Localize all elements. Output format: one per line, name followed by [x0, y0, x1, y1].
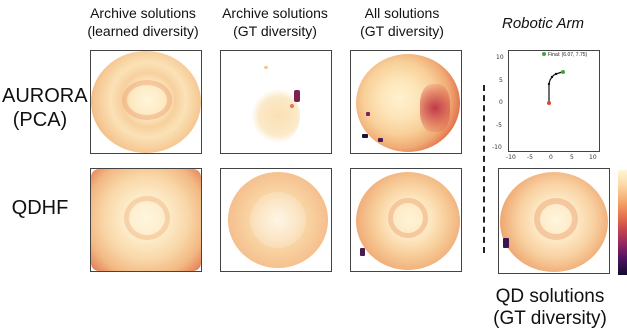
- column-title-line2: (GT diversity): [360, 23, 444, 39]
- x-tick: -10: [506, 154, 516, 161]
- heatmap-qdhf-all-gt: [342, 168, 462, 278]
- arm-joint: [550, 75, 554, 79]
- qd-solutions-caption: QD solutions (GT diversity): [492, 286, 608, 330]
- separator-dashed-line: [483, 85, 485, 253]
- arm-base: [547, 101, 551, 105]
- x-tick: -5: [527, 154, 533, 161]
- column-title-line2: (GT diversity): [233, 23, 317, 39]
- heatmap-qd-solutions: [490, 168, 610, 280]
- arm-joint: [547, 82, 551, 86]
- heatmap-qdhf-learned: [82, 168, 202, 278]
- legend-marker-icon: [542, 52, 546, 56]
- robotic-arm-title: Robotic Arm: [502, 15, 584, 32]
- scatter-aurora-archive-gt: [212, 50, 332, 160]
- qd-caption-line1: QD solutions: [495, 286, 605, 307]
- colorbar: [618, 170, 627, 275]
- y-tick: 0: [499, 99, 503, 106]
- x-tick: 10: [589, 154, 597, 161]
- row-label-qdhf: QDHF: [2, 196, 78, 220]
- row-label-aurora: AURORA (PCA): [2, 84, 88, 132]
- qd-caption-line2: (GT diversity): [493, 308, 607, 329]
- heatmap-aurora-all-gt: [342, 50, 462, 160]
- legend-label: Final: (6.07, 7.75): [548, 52, 588, 58]
- heatmap-aurora-learned: [82, 50, 202, 160]
- scatter-qdhf-archive-gt: [212, 168, 332, 278]
- row-label-line1: QDHF: [11, 197, 69, 219]
- column-title-line2: (learned diversity): [87, 23, 199, 39]
- arm-joint: [554, 72, 558, 76]
- column-title-archive-gt: Archive solutions (GT diversity): [212, 4, 338, 40]
- y-tick: 5: [499, 77, 503, 84]
- x-tick: 0: [549, 154, 553, 161]
- column-title-line1: All solutions: [364, 5, 440, 21]
- y-tick: -10: [492, 144, 502, 151]
- robotic-arm-plot: 10 5 0 -5 -10 -10 -5 0 5 10 Final: (6.07…: [490, 46, 608, 166]
- y-tick: -5: [496, 122, 502, 129]
- x-tick: 5: [570, 154, 574, 161]
- arm-trajectory: [547, 70, 565, 105]
- row-label-line2: (PCA): [12, 109, 68, 131]
- arm-legend: Final: (6.07, 7.75): [542, 52, 587, 58]
- column-title-all-gt: All solutions (GT diversity): [342, 4, 462, 40]
- heatmap-disk: [252, 88, 300, 144]
- column-title-line1: Archive solutions: [90, 5, 196, 21]
- arm-end-effector: [561, 70, 565, 74]
- column-title-line1: Archive solutions: [222, 5, 328, 21]
- column-title-learned-diversity: Archive solutions (learned diversity): [80, 4, 206, 40]
- row-label-line1: AURORA: [2, 85, 88, 107]
- y-tick: 10: [496, 54, 504, 61]
